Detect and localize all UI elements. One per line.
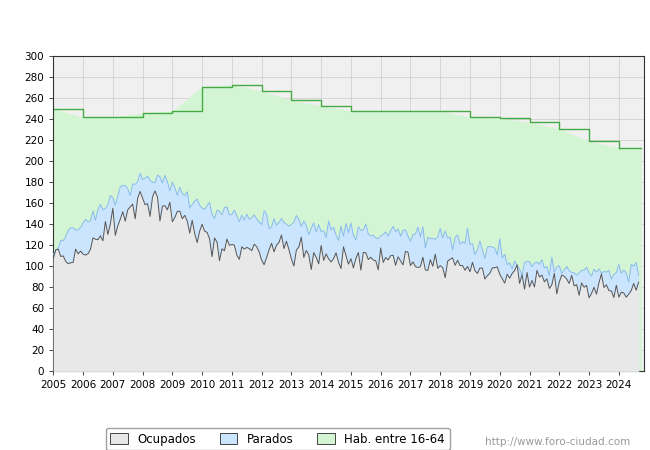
Text: http://www.foro-ciudad.com: http://www.foro-ciudad.com [486,437,630,447]
Legend: Ocupados, Parados, Hab. entre 16-64: Ocupados, Parados, Hab. entre 16-64 [105,428,450,450]
Text: Navalvillar de Ibor - Evolucion de la poblacion en edad de Trabajar Septiembre d: Navalvillar de Ibor - Evolucion de la po… [43,18,607,29]
